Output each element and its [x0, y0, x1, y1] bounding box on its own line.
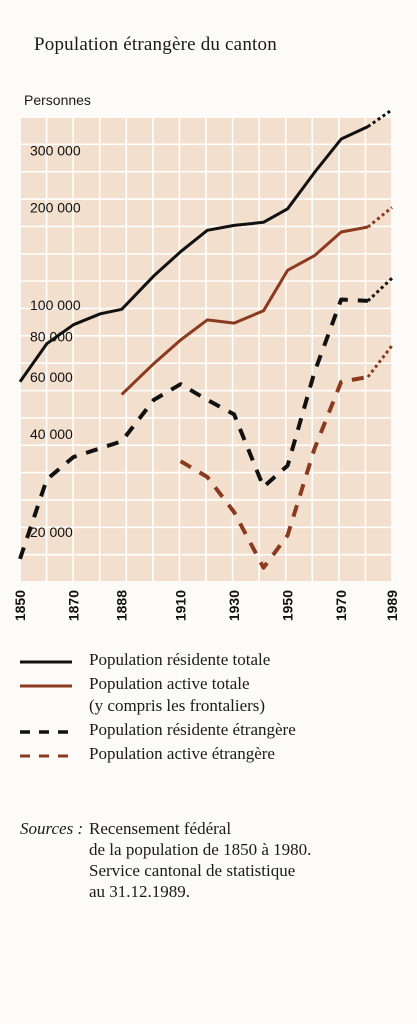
- x-tick-label: 1970: [333, 590, 349, 621]
- series-projection-0: [367, 108, 393, 128]
- y-tick-label: 60 000: [30, 369, 73, 385]
- legend-item-resident-total: Population résidente totale: [20, 650, 410, 674]
- x-tick-label: 1888: [114, 590, 130, 621]
- legend-item-active-foreign: Population active étrangère: [20, 744, 410, 768]
- series-line-1: [120, 225, 369, 396]
- x-tick-label: 1950: [280, 590, 296, 621]
- legend-label: Population active étrangère: [89, 744, 275, 763]
- x-tick-label: 1850: [12, 590, 28, 621]
- chart-title: Population étrangère du canton: [34, 34, 277, 55]
- grid-lines: [19, 116, 393, 583]
- x-tick-labels: 1850 1870 1888 1910 1930 1950 1970 1989: [12, 590, 400, 621]
- y-axis-unit-label: Personnes: [24, 92, 91, 108]
- series-projection-1: [366, 206, 393, 229]
- y-tick-label: 200 000: [30, 199, 81, 215]
- y-tick-label: 20 000: [30, 524, 73, 540]
- y-tick-label: 300 000: [30, 142, 81, 158]
- y-tick-label: 100 000: [30, 297, 81, 313]
- sources-line: Service cantonal de statistique: [89, 861, 296, 880]
- legend-label: Population résidente totale: [89, 650, 271, 669]
- x-tick-label: 1930: [226, 590, 242, 621]
- series-line-3: [179, 375, 369, 570]
- series-line-2: [18, 297, 369, 560]
- x-tick-label: 1989: [384, 590, 400, 621]
- series-lines: [18, 108, 394, 570]
- legend: Population résidente totale Population a…: [20, 650, 410, 768]
- sources-line: Recensement fédéral: [89, 819, 232, 838]
- legend-item-resident-foreign: Population résidente étrangère: [20, 720, 410, 744]
- series-line-0: [18, 125, 369, 383]
- x-tick-label: 1910: [173, 590, 189, 621]
- sources-header: Sources :: [20, 819, 84, 838]
- sources-line: au 31.12.1989.: [89, 882, 191, 901]
- x-tick-label: 1870: [66, 590, 82, 621]
- legend-label: Population résidente étrangère: [89, 720, 296, 739]
- legend-item-active-total: Population active totale (y compris les …: [20, 674, 410, 720]
- sources-line: de la population de 1850 à 1980.: [89, 840, 312, 859]
- legend-sublabel: (y compris les frontaliers): [89, 696, 266, 715]
- y-tick-label: 40 000: [30, 426, 73, 442]
- legend-label: Population active totale: [89, 674, 250, 693]
- series-projection-3: [366, 344, 394, 378]
- sources-text: Recensement fédéral de la population de …: [89, 818, 311, 902]
